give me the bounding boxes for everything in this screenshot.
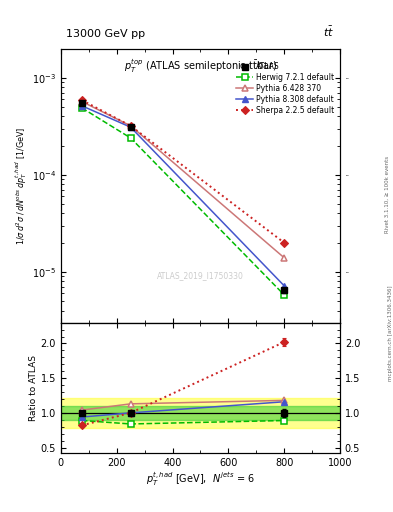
Y-axis label: $1/\sigma\,d^2\sigma\,/\,dN^{obs}\,dp_T^{t,had}$ [1/GeV]: $1/\sigma\,d^2\sigma\,/\,dN^{obs}\,dp_T^… [14, 126, 29, 245]
Text: $t\bar{t}$: $t\bar{t}$ [323, 25, 334, 39]
Legend: ATLAS, Herwig 7.2.1 default, Pythia 6.428 370, Pythia 8.308 default, Sherpa 2.2.: ATLAS, Herwig 7.2.1 default, Pythia 6.42… [235, 61, 336, 116]
Text: mcplots.cern.ch [arXiv:1306.3436]: mcplots.cern.ch [arXiv:1306.3436] [387, 285, 393, 380]
Bar [61, 406, 340, 420]
Text: ATLAS_2019_I1750330: ATLAS_2019_I1750330 [157, 271, 244, 281]
Bar [61, 398, 340, 428]
Y-axis label: Ratio to ATLAS: Ratio to ATLAS [29, 355, 38, 421]
Text: Rivet 3.1.10, ≥ 100k events: Rivet 3.1.10, ≥ 100k events [385, 156, 390, 233]
Text: 13000 GeV pp: 13000 GeV pp [66, 29, 146, 39]
X-axis label: $p_T^{t,had}$ [GeV],  $N^{jets}$ = 6: $p_T^{t,had}$ [GeV], $N^{jets}$ = 6 [146, 471, 255, 488]
Text: $p_T^{top}$ (ATLAS semileptonic t$\bar{\rm t}$bar): $p_T^{top}$ (ATLAS semileptonic t$\bar{\… [124, 57, 277, 75]
